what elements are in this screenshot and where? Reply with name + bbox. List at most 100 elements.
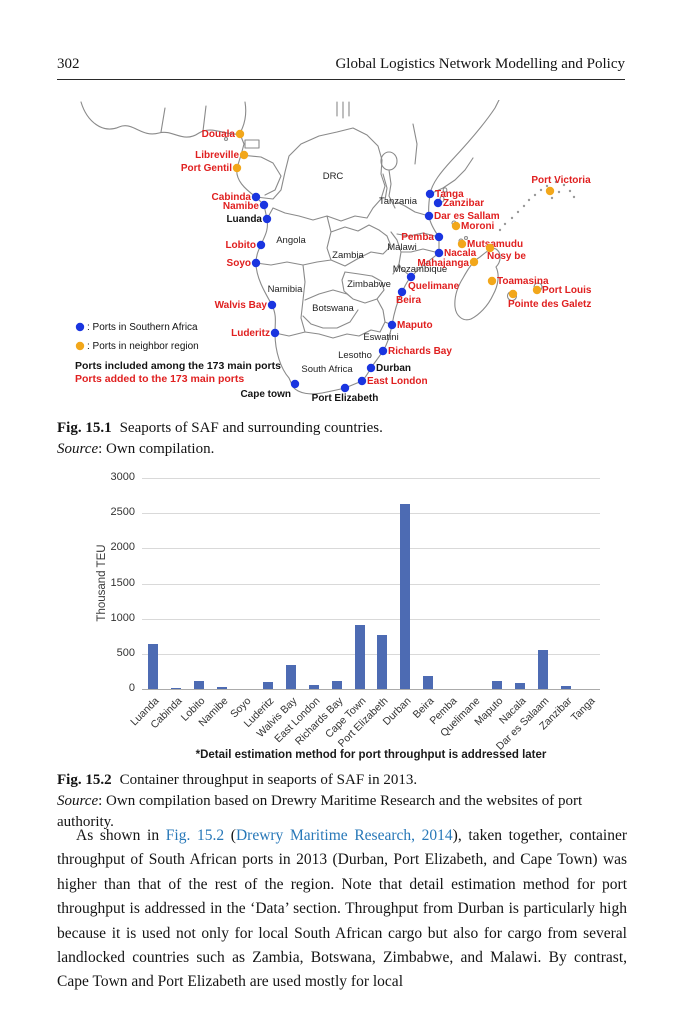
comoros-island-3: [463, 235, 469, 241]
legend-neighbor-ports-label: : Ports in neighbor region: [87, 341, 199, 352]
port-label: Durban: [376, 363, 411, 374]
port-label: Port Louis: [542, 285, 592, 296]
port-dot: [434, 248, 444, 258]
country-label: Zambia: [332, 250, 364, 261]
port-dot: [270, 328, 280, 338]
chart-y-tick-label: 3000: [110, 471, 135, 483]
port-dot: [340, 383, 350, 393]
port-label: Pointe des Galetz: [508, 299, 591, 310]
body-text: (: [224, 827, 236, 844]
header-rule: [57, 79, 625, 80]
port-label: Dar es Sallam: [434, 211, 500, 222]
figure-15-2-label: Fig. 15.2: [57, 772, 112, 788]
port-label: Cabinda: [212, 192, 252, 203]
chart-bar: [194, 681, 205, 689]
port-label: Richards Bay: [388, 346, 452, 357]
citation-link[interactable]: Drewry Maritime Research, 2014: [235, 827, 453, 844]
port-dot: [487, 276, 497, 286]
country-label: Angola: [276, 235, 306, 246]
port-dot: [251, 192, 261, 202]
port-dot: [239, 150, 249, 160]
chart-bar: [400, 504, 411, 689]
neighbor-port-legend-dot: [75, 341, 85, 351]
port-label: Moroni: [461, 221, 495, 232]
port-label: Libreville: [195, 150, 239, 161]
figure-15-1-source-word: Source: [57, 441, 99, 457]
port-label: Luanda: [226, 214, 262, 225]
running-title: Global Logistics Network Modelling and P…: [335, 56, 625, 72]
figure-15-1-caption: Fig. 15.1 Seaports of SAF and surrounding…: [57, 418, 627, 460]
port-dot: [357, 376, 367, 386]
body-text: As shown in: [76, 827, 166, 844]
main-port-legend-dot: [75, 322, 85, 332]
chart-note: *Detail estimation method for port throu…: [195, 749, 547, 761]
page-number: 302: [57, 56, 80, 72]
chart-bar: [148, 643, 159, 689]
chart-y-tick-label: 2500: [110, 506, 135, 519]
port-dot: [545, 186, 555, 196]
port-label: Port Gentil: [181, 163, 232, 174]
figure-15-1-map: : Ports in Southern Africa : Ports in ne…: [75, 99, 665, 415]
port-dot: [424, 211, 434, 221]
pemba-island: [442, 187, 448, 193]
chart-bar: [285, 665, 296, 689]
port-dot: [532, 285, 542, 295]
chart-gridline: [142, 513, 600, 515]
port-dot: [434, 232, 444, 242]
port-dot: [267, 300, 277, 310]
chart-gridline: [142, 548, 600, 550]
legend-main-ports-label: : Ports in Southern Africa: [87, 322, 198, 333]
port-label: Beira: [396, 295, 421, 306]
port-dot: [469, 257, 479, 267]
chart-gridline: [142, 653, 600, 655]
country-label: Namibia: [268, 284, 304, 295]
port-label: Cape town: [240, 389, 291, 400]
port-dot: [397, 287, 407, 297]
port-label: Nosy be: [487, 251, 526, 262]
country-label: Zimbabwe: [347, 279, 391, 290]
running-head: 302 Global Logistics Network Modelling a…: [57, 56, 625, 73]
chart-bar: [491, 680, 502, 689]
chart-bar: [171, 687, 182, 689]
chart-gridline: [142, 618, 600, 620]
port-label: Mahajanga: [417, 258, 469, 269]
port-label: East London: [367, 376, 428, 387]
country-label: DRC: [323, 171, 344, 182]
port-label: Namibe: [223, 201, 260, 212]
country-label: Malawi: [387, 242, 417, 253]
body-paragraph: As shown in Fig. 15.2 (Drewry Maritime R…: [57, 824, 627, 995]
port-label: Lobito: [225, 240, 256, 251]
port-label: Walvis Bay: [215, 300, 268, 311]
country-label: Mozambique: [393, 264, 447, 275]
legend-added-ports-note: Ports added to the 173 main ports: [75, 373, 244, 385]
figure-15-2-chart: Thousand TEU *Detail estimation method f…: [88, 465, 633, 765]
figure-15-1-text: Seaports of SAF and surrounding countrie…: [119, 420, 383, 436]
country-label: Botswana: [312, 303, 354, 314]
body-text: ), taken together, container throughput …: [57, 827, 627, 991]
port-dot: [259, 200, 269, 210]
country-borders: [160, 101, 474, 339]
chart-bar: [262, 681, 273, 689]
port-label: Maputo: [397, 320, 433, 331]
country-label: South Africa: [301, 364, 353, 375]
chart-bar: [514, 683, 525, 689]
lake-victoria: [380, 151, 398, 171]
chart-gridline: [142, 478, 600, 479]
citation-link[interactable]: Fig. 15.2: [165, 827, 225, 844]
legend-included-ports-note: Ports included among the 173 main ports: [75, 360, 281, 372]
port-label: Soyo: [227, 258, 251, 269]
figure-15-2-caption: Fig. 15.2 Container throughput in seaport…: [57, 770, 627, 833]
figure-15-2-text: Container throughput in seaports of SAF …: [119, 772, 418, 788]
africa-map: : Ports in Southern Africa : Ports in ne…: [75, 99, 592, 404]
port-dot: [290, 379, 300, 389]
port-label: Port Elizabeth: [312, 393, 379, 404]
chart-bar: [560, 686, 571, 689]
port-label: Zanzibar: [443, 198, 484, 209]
bioko-island: [223, 136, 229, 142]
port-label: Nacala: [444, 248, 477, 259]
chart-y-tick-label: 2000: [110, 541, 135, 554]
chart-y-tick-label: 1000: [110, 611, 135, 624]
chart-bar: [537, 649, 548, 689]
port-label: Luderitz: [231, 328, 270, 339]
port-dot: [433, 198, 443, 208]
